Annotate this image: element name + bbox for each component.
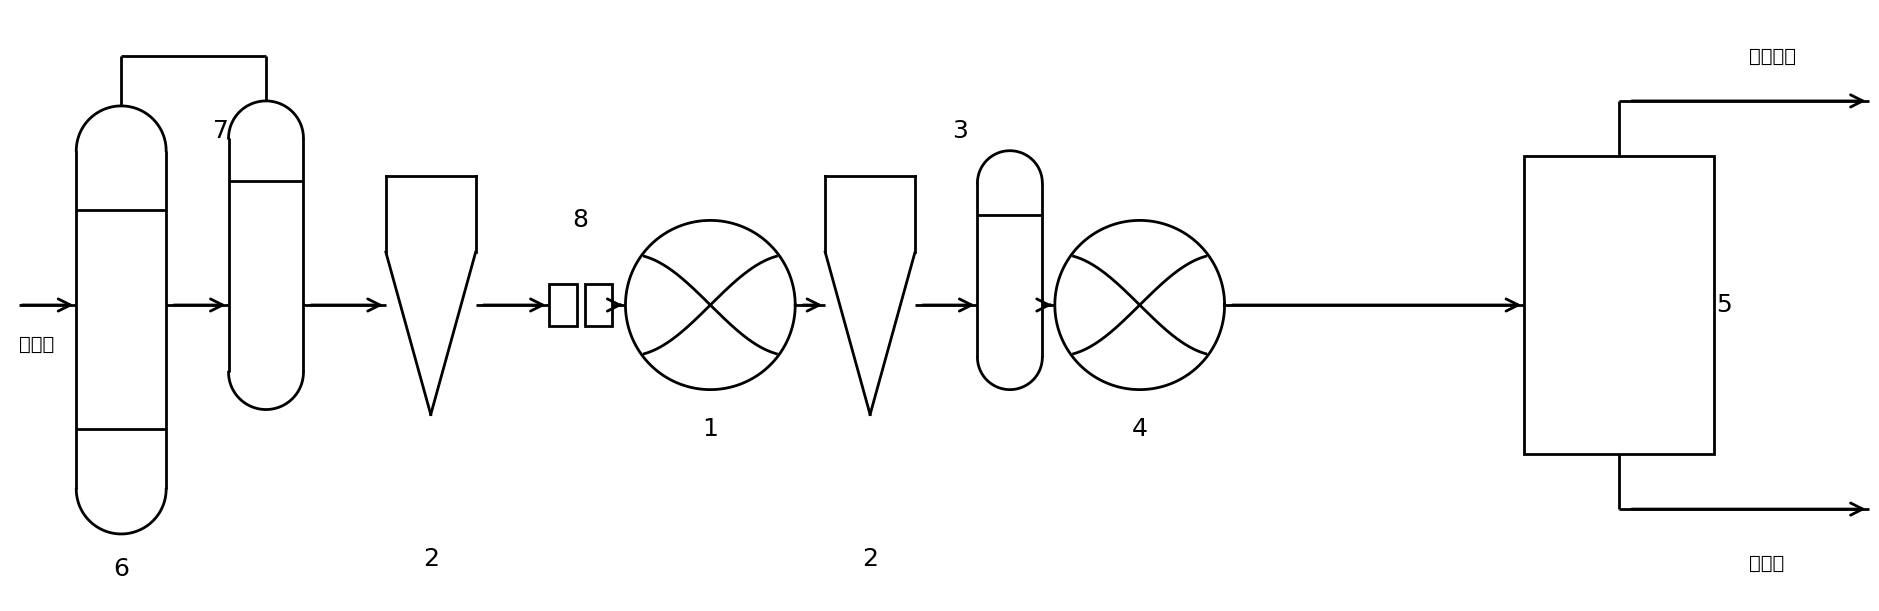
Text: 2: 2 [423, 547, 440, 571]
Text: 5: 5 [1716, 293, 1732, 317]
Bar [549, 284, 577, 326]
Bar [1524, 156, 1714, 455]
Text: 6: 6 [113, 557, 130, 581]
Text: 1: 1 [703, 417, 718, 441]
Bar [584, 284, 613, 326]
Text: 非渗透气: 非渗透气 [1749, 46, 1796, 65]
Text: 渗透气: 渗透气 [1749, 554, 1783, 573]
Text: 3: 3 [953, 119, 968, 143]
Text: 原料气: 原料气 [19, 335, 54, 354]
Text: 2: 2 [862, 547, 877, 571]
Text: 4: 4 [1131, 417, 1148, 441]
Text: 7: 7 [212, 119, 229, 143]
Text: 8: 8 [573, 208, 588, 232]
